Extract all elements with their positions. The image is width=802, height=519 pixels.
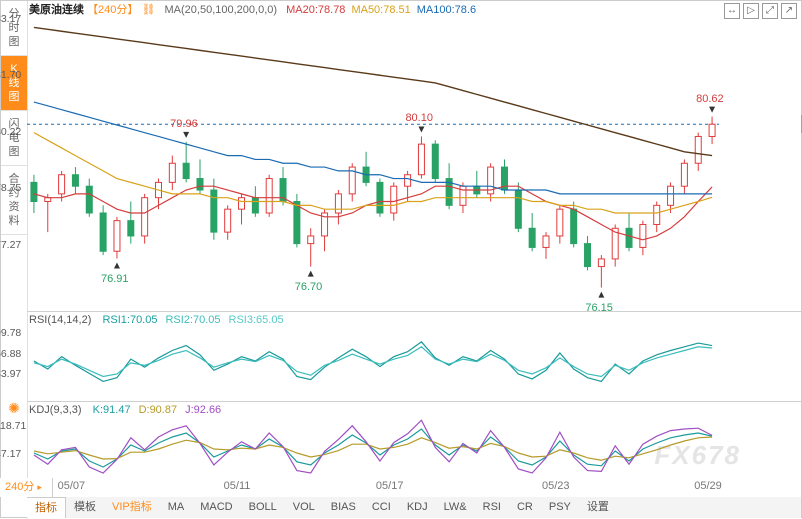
ma-legend-item: MA20:78.78 <box>286 4 345 16</box>
bottom-tab[interactable]: VIP指标 <box>104 497 160 518</box>
y-tick-left: 80.22 <box>0 126 21 138</box>
x-tick: 05/07 <box>58 480 86 492</box>
bottom-tab[interactable]: MA <box>160 497 193 518</box>
ma-title: MA(20,50,100,200,0,0) <box>165 4 278 16</box>
x-axis: 240分 ▸ 05/0705/1105/1705/2305/29 <box>27 479 801 498</box>
lefttab-flash[interactable]: 闪电图 <box>1 111 27 166</box>
rsi-legend-item: RSI1:70.05 <box>102 314 157 326</box>
bottom-tab[interactable]: PSY <box>541 497 579 518</box>
sun-icon[interactable]: ✺ <box>1 400 27 417</box>
main-header: 美原油连续 【240分】 ⛓ MA(20,50,100,200,0,0) MA2… <box>29 3 476 17</box>
y-tick-left: 118.71 <box>0 420 26 432</box>
kdj-legend-item: K:91.47 <box>93 404 131 416</box>
ma-legend-item: MA100:78.6 <box>417 4 476 16</box>
chart-wrap: ↔ ▷ ⤢ ↗ FX678 美原油连续 【240分】 ⛓ MA(20,50,10… <box>27 1 801 517</box>
kdj-legend-item: J:92.66 <box>185 404 221 416</box>
rsi-header: RSI(14,14,2) RSI1:70.05 RSI2:70.05 RSI3:65… <box>29 313 284 327</box>
y-tick-left: 99.78 <box>0 327 21 339</box>
x-tick: 05/29 <box>694 480 722 492</box>
rsi-title: RSI(14,14,2) <box>29 314 91 326</box>
lefttab-hour[interactable]: 分时图 <box>1 1 27 56</box>
timeframe-button[interactable]: 240分 ▸ <box>0 478 53 497</box>
symbol-name: 美原油连续 <box>29 4 84 16</box>
timeframe-label: 【240分】 <box>87 4 138 16</box>
bottom-tab[interactable]: RSI <box>475 497 509 518</box>
bottom-tab[interactable]: 指标 <box>27 497 66 518</box>
bottom-tab[interactable]: LW& <box>436 497 475 518</box>
y-tick-left: 83.17 <box>0 13 21 25</box>
bottom-tab[interactable]: CR <box>509 497 541 518</box>
bottom-tab[interactable]: CCI <box>364 497 399 518</box>
price-annotation: 76.70 <box>295 281 323 293</box>
y-tick-left: 81.70 <box>0 69 21 81</box>
kdj-title: KDJ(9,3,3) <box>29 404 82 416</box>
y-tick-left: 66.88 <box>0 348 21 360</box>
app-root: { "layout":{"width":802,"height":518,"le… <box>0 0 802 518</box>
price-annotation: 80.10 <box>405 112 433 124</box>
price-annotation: 80.62 <box>696 93 724 105</box>
x-tick: 05/17 <box>376 480 404 492</box>
panel-main[interactable]: 美原油连续 【240分】 ⛓ MA(20,50,100,200,0,0) MA2… <box>27 1 801 312</box>
price-annotation: 79.96 <box>170 118 198 130</box>
bottom-tab[interactable]: MACD <box>192 497 240 518</box>
panel-rsi[interactable]: RSI(14,14,2) RSI1:70.05 RSI2:70.05 RSI3:65… <box>27 311 801 402</box>
candlestick-chart[interactable] <box>27 1 719 311</box>
price-annotation: 76.91 <box>101 273 129 285</box>
y-tick-left: 77.27 <box>0 239 21 251</box>
panel-kdj[interactable]: KDJ(9,3,3) K:91.47D:90.87J:92.66 118.714… <box>27 401 801 480</box>
rsi-legend-item: RSI2:70.05 <box>165 314 220 326</box>
rsi-legend-item: RSI3:65.05 <box>229 314 284 326</box>
bottom-tab[interactable]: 设置 <box>579 497 617 518</box>
y-tick-left: 78.75 <box>0 182 21 194</box>
kdj-legend-item: D:90.87 <box>139 404 178 416</box>
bottom-tab[interactable]: 模板 <box>66 497 104 518</box>
x-tick: 05/11 <box>224 480 251 492</box>
bottom-tab[interactable]: BIAS <box>323 497 364 518</box>
lefttab-k[interactable]: K线图 <box>1 56 27 111</box>
y-tick-left: 47.17 <box>0 448 21 460</box>
kdj-header: KDJ(9,3,3) K:91.47 D:90.87 J:92.66 <box>29 403 221 417</box>
bottom-tabs: 指标模板VIP指标MAMACDBOLLVOLBIASCCIKDJLW&RSICR… <box>27 497 801 518</box>
link-icon: ⛓ <box>141 4 155 16</box>
x-tick: 05/23 <box>542 480 570 492</box>
bottom-tab[interactable]: KDJ <box>399 497 436 518</box>
y-tick-left: 33.97 <box>0 368 21 380</box>
dropdown-icon: ▸ <box>37 482 42 492</box>
bottom-tab[interactable]: VOL <box>285 497 323 518</box>
lefttab-contract[interactable]: 合约资料 <box>1 166 27 235</box>
ma-legend-item: MA50:78.51 <box>351 4 410 16</box>
bottom-tab[interactable]: BOLL <box>241 497 285 518</box>
